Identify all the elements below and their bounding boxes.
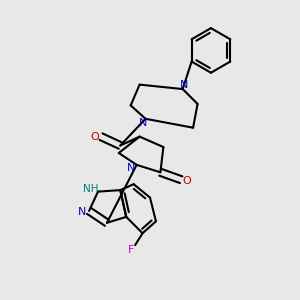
Text: N: N <box>127 163 135 173</box>
Text: N: N <box>180 80 188 90</box>
Text: O: O <box>183 176 191 186</box>
Text: N: N <box>77 207 86 218</box>
Text: NH: NH <box>83 184 98 194</box>
Text: F: F <box>128 244 134 255</box>
Text: N: N <box>138 118 147 128</box>
Text: O: O <box>91 132 99 142</box>
